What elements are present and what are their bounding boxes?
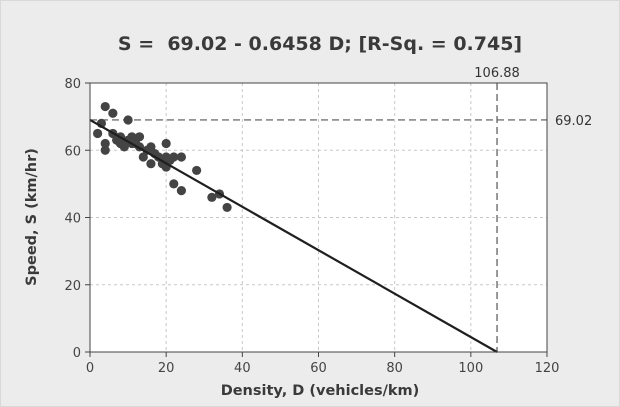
regression-line-layer [89, 118, 498, 353]
y-axis-ticks: 0 20 40 60 80 [64, 77, 90, 361]
data-point [100, 138, 110, 149]
data-point [119, 142, 129, 152]
y-tick-label: 40 [64, 212, 81, 227]
intercept-annotations: 106.88 69.02 [90, 66, 592, 352]
data-point [222, 202, 232, 213]
data-point [192, 165, 202, 176]
y-tick-label: 0 [73, 346, 81, 361]
y-axis-label: Speed, S (km/hr) [24, 148, 40, 286]
x-axis-label: Density, D (vehicles/km) [221, 383, 420, 399]
data-point [169, 152, 179, 162]
chart-title: S = 69.02 - 0.6458 D; [R-Sq. = 0.745] [118, 33, 522, 55]
x-tick-label: 120 [535, 361, 560, 376]
x-tick-label: 0 [86, 361, 94, 376]
data-point [207, 192, 217, 202]
regression-line [89, 118, 498, 353]
data-point [123, 115, 133, 125]
x-tick-label: 60 [310, 361, 327, 376]
y-tick-label: 60 [64, 144, 81, 159]
y-intercept-label: 69.02 [555, 114, 592, 129]
data-point [134, 132, 145, 142]
data-point [176, 152, 186, 162]
y-tick-label: 80 [64, 77, 81, 92]
data-point [146, 159, 156, 169]
data-point [161, 138, 171, 149]
data-point [127, 132, 137, 142]
x-axis-ticks: 0 20 40 60 80 100 120 [86, 352, 560, 376]
data-point [176, 186, 186, 196]
x-tick-label: 40 [234, 361, 251, 376]
y-tick-label: 20 [64, 279, 81, 294]
grid-lines [90, 83, 547, 352]
data-point [100, 145, 110, 155]
data-point [169, 179, 179, 189]
data-point [138, 152, 148, 162]
data-point [100, 101, 110, 112]
x-tick-label: 80 [386, 361, 403, 376]
x-tick-label: 100 [458, 361, 483, 376]
plot-frame [89, 82, 548, 353]
x-intercept-label: 106.88 [474, 66, 520, 81]
data-point [93, 128, 103, 139]
data-point [146, 142, 156, 152]
x-tick-label: 20 [158, 361, 175, 376]
data-point [108, 108, 118, 118]
